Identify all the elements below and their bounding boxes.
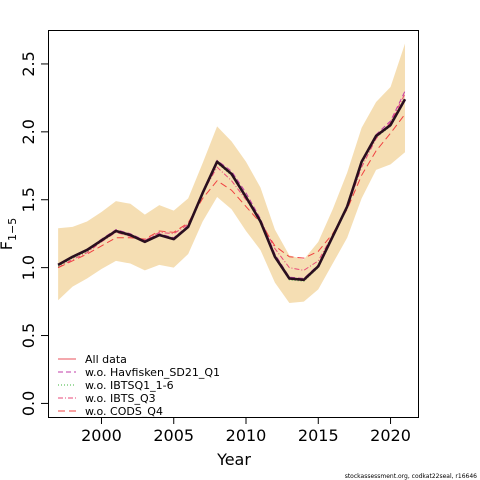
x-tick-label-2005: 2005	[153, 426, 194, 445]
y-axis-title-main: F	[0, 241, 16, 250]
credit-text: stockassessment.org, codkat22seal, r1664…	[345, 473, 477, 480]
y-tick-label-2.5: 2.5	[19, 51, 38, 76]
y-tick-label-1.5: 1.5	[19, 187, 38, 212]
x-tick-label-2010: 2010	[226, 426, 267, 445]
x-tick-label-2000: 2000	[81, 426, 122, 445]
y-axis: 0.0 0.5 1.0 1.5 2.0 2.5	[19, 51, 49, 416]
x-tick-label-2020: 2020	[370, 426, 411, 445]
series-line-w-o-cods-q4	[57, 113, 406, 269]
x-tick-label-2015: 2015	[298, 426, 339, 445]
legend-label-w-o-ibts-q3: w.o. IBTS_Q3	[85, 392, 156, 405]
y-tick-label-1.0: 1.0	[19, 255, 38, 280]
main-estimate-line	[57, 98, 407, 282]
legend-label-w-o-ibtsq1-1-6: w.o. IBTSQ1_1-6	[85, 379, 174, 392]
x-axis-title: Year	[216, 450, 251, 469]
y-tick-label-0.0: 0.0	[19, 391, 38, 416]
y-axis-title-subscript: 1−5	[6, 218, 19, 241]
x-axis: 2000 2005 2010 2015 2020	[81, 417, 411, 445]
legend-label-w-o-cods-q4: w.o. CODS_Q4	[85, 405, 163, 418]
y-axis-title: F1−5	[0, 218, 19, 250]
main-estimate-layer	[57, 98, 407, 282]
legend-label-w-o-havfisken-sd21-q1: w.o. Havfisken_SD21_Q1	[85, 366, 220, 379]
y-tick-label-2.0: 2.0	[19, 119, 38, 144]
legend-label-all-data: All data	[85, 353, 127, 366]
y-tick-label-0.5: 0.5	[19, 323, 38, 348]
